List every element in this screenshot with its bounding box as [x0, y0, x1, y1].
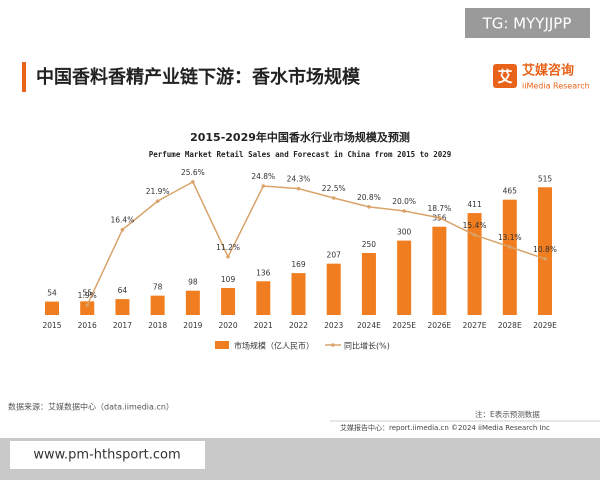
growth-point: [543, 257, 547, 261]
logo-icon: [493, 64, 517, 88]
watermark-bottom: www.pm-hthsport.com: [33, 448, 180, 463]
growth-label: 15.4%: [463, 221, 487, 230]
footer: 艾媒报告中心：report.iimedia.cn ©2024 iiMedia R…: [340, 423, 550, 432]
growth-label: 1.9%: [78, 291, 97, 300]
bar: [185, 290, 200, 315]
x-tick-label: 2015: [42, 321, 61, 330]
bar-label: 78: [153, 283, 163, 292]
growth-point: [331, 196, 336, 200]
source: 数据来源：艾媒数据中心（data.iimedia.cn）: [8, 402, 174, 412]
x-tick-label: 2025E: [392, 321, 416, 330]
x-tick-label: 2021: [254, 321, 273, 330]
growth-label: 16.4%: [111, 216, 135, 225]
x-tick-label: 2020: [219, 321, 238, 330]
bar: [256, 281, 271, 315]
growth-label: 20.0%: [392, 197, 416, 206]
x-tick-label: 2022: [289, 321, 308, 330]
header-accent: [22, 62, 26, 92]
growth-label: 11.2%: [216, 243, 240, 252]
bar-label: 207: [327, 251, 342, 260]
watermark-bottom-box: [10, 441, 205, 469]
bar: [467, 213, 482, 315]
growth-line: [86, 180, 546, 306]
x-tick-label: 2027E: [463, 321, 487, 330]
bar-label: 55: [82, 288, 92, 297]
bar: [361, 253, 376, 315]
bar: [291, 273, 306, 315]
growth-label: 10.8%: [533, 245, 557, 254]
bar-label: 300: [397, 228, 412, 237]
bar: [221, 287, 236, 315]
legend-swatch: [331, 343, 335, 347]
chart-title: 2015-2029年中国香水行业市场规模及预测: [190, 130, 410, 144]
x-tick-label: 2016: [78, 321, 97, 330]
growth-point: [226, 254, 230, 259]
growth-point: [191, 180, 195, 184]
legend-label: 同比增长(%): [344, 341, 390, 351]
x-tick-label: 2018: [148, 321, 167, 330]
growth-point: [507, 245, 512, 249]
growth-label: 21.9%: [146, 187, 170, 196]
growth-label: 18.7%: [427, 204, 451, 213]
bar: [326, 263, 341, 315]
x-tick-label: 2028E: [498, 321, 522, 330]
bar-label: 54: [47, 289, 57, 298]
bar-label: 250: [362, 240, 377, 249]
bar-label: 64: [118, 286, 128, 295]
bar-label: 169: [291, 260, 306, 269]
bar-label: 465: [503, 187, 518, 196]
bar: [150, 295, 165, 315]
note: 注：E表示预测数据: [475, 409, 540, 419]
watermark-box: [465, 8, 590, 38]
growth-point: [402, 209, 406, 213]
growth-label: 24.8%: [251, 172, 275, 181]
growth-label: 25.6%: [181, 168, 205, 177]
x-tick-label: 2019: [183, 321, 202, 330]
bar: [538, 187, 552, 315]
bar-label: 515: [538, 174, 553, 183]
watermark-top: TG: MYYJJPP: [482, 15, 572, 33]
x-tick-label: 2023: [324, 321, 343, 330]
growth-label: 13.1%: [498, 233, 522, 242]
bar-label: 98: [188, 278, 198, 287]
bar: [45, 301, 59, 315]
x-tick-label: 2017: [113, 321, 132, 330]
growth-label: 22.5%: [322, 184, 346, 193]
growth-label: 20.8%: [357, 193, 381, 202]
logo-cn: 艾媒咨询: [522, 63, 574, 79]
chart-subtitle: Perfume Market Retail Sales and Forecast…: [149, 150, 452, 159]
growth-point: [120, 227, 125, 232]
bar: [80, 301, 95, 315]
bar-label: 411: [467, 200, 482, 209]
growth-point: [155, 199, 160, 203]
growth-point: [367, 205, 371, 209]
bar: [502, 199, 517, 315]
growth-point: [437, 215, 442, 220]
x-tick-label: 2024E: [357, 321, 381, 330]
growth-label: 24.3%: [287, 175, 311, 184]
logo-mark: 艾: [497, 68, 512, 86]
logo-en: iiMedia Research: [522, 82, 590, 91]
bar-label: 136: [256, 268, 271, 277]
x-tick-label: 2029E: [533, 321, 557, 330]
x-tick-label: 2026E: [427, 321, 451, 330]
legend-swatch: [215, 341, 229, 349]
header-title: 中国香料香精产业链下游：香水市场规模: [36, 66, 361, 88]
growth-point: [296, 186, 301, 191]
growth-point: [261, 184, 266, 188]
bar: [115, 299, 130, 315]
growth-point: [85, 303, 90, 307]
growth-point: [472, 233, 477, 237]
bar-label: 109: [221, 275, 236, 284]
bar: [397, 240, 412, 315]
legend-label: 市场规模（亿人民币）: [234, 341, 314, 351]
bar: [432, 226, 447, 315]
